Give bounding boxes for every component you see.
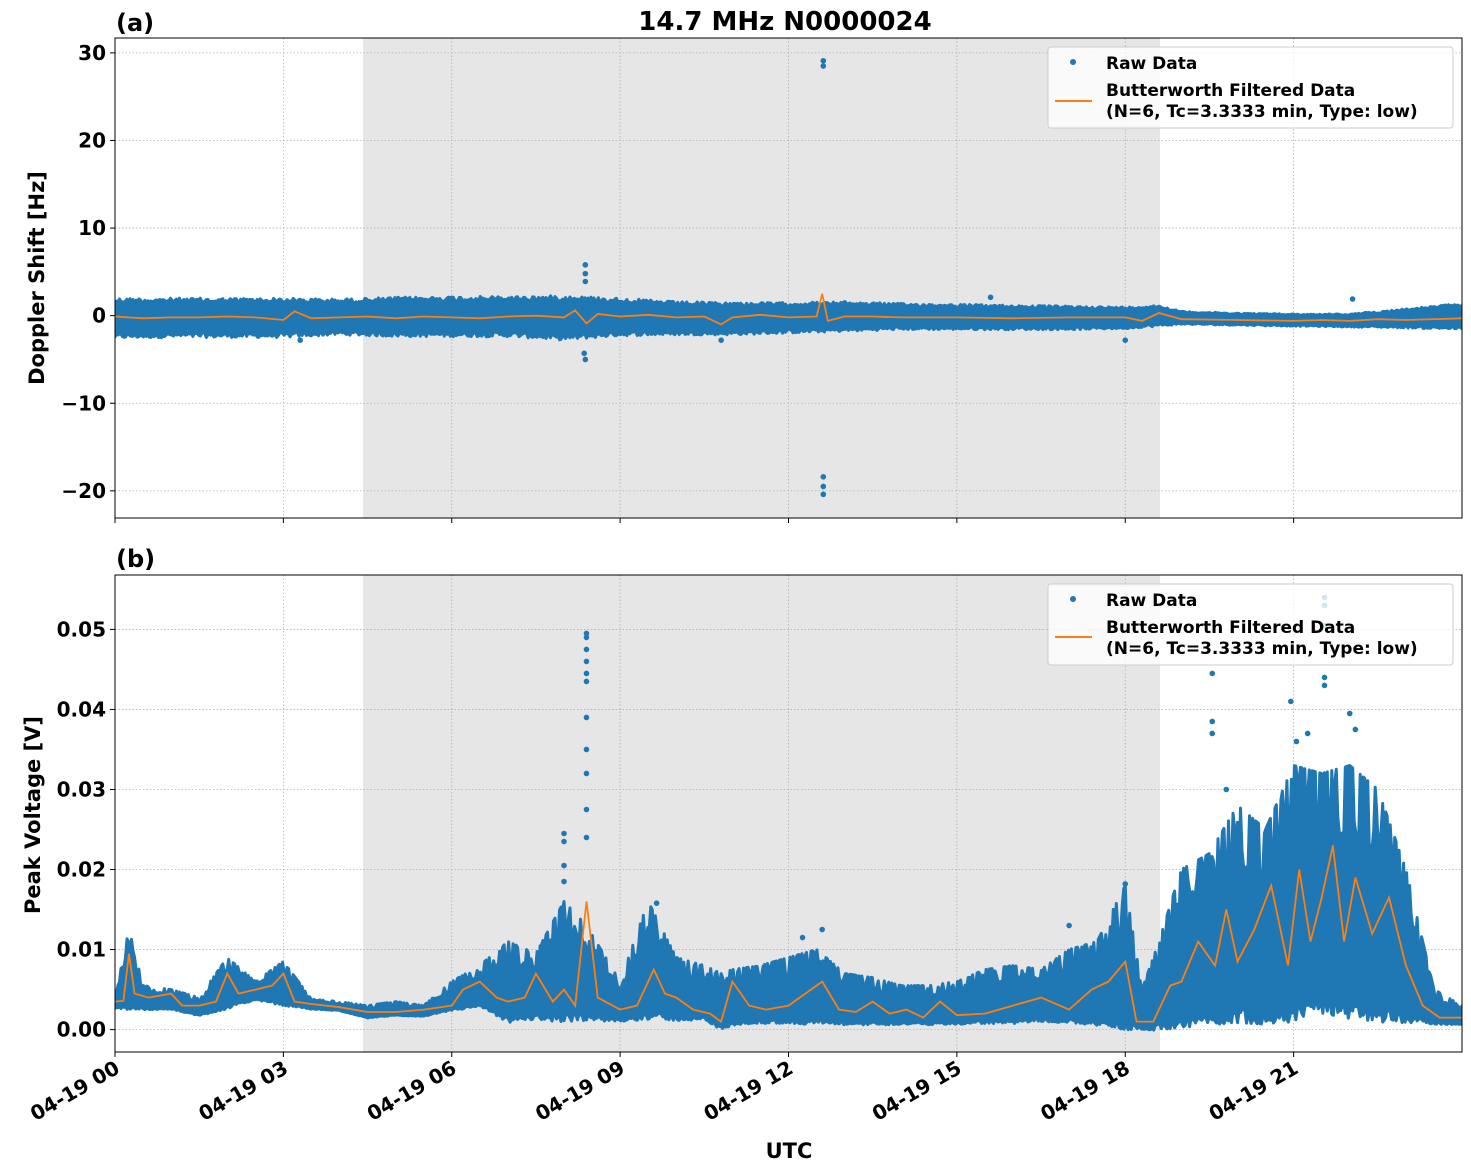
- y-tick-label: 0.05: [57, 617, 106, 641]
- raw-data-point: [561, 878, 567, 885]
- panel-a-legend-raw-marker: [1070, 59, 1076, 65]
- panel-a-legend-raw-label: Raw Data: [1106, 54, 1197, 74]
- panel-b-y-axis-label: Peak Voltage [V]: [21, 716, 45, 914]
- raw-data-point: [583, 678, 590, 685]
- raw-data-point: [1349, 296, 1356, 302]
- raw-data-point: [561, 862, 567, 869]
- y-tick-label: 10: [78, 216, 106, 240]
- y-tick-label: 20: [78, 128, 106, 152]
- raw-data-point: [1122, 881, 1129, 887]
- panel-a-label: (a): [116, 9, 154, 37]
- x-tick-label: 04-19 12: [699, 1056, 797, 1126]
- raw-data-point: [820, 483, 827, 490]
- raw-data-point: [583, 670, 590, 677]
- panel-b: 0.000.010.020.030.040.05 04-19 00 04-19 0…: [21, 545, 1463, 1163]
- x-tick-label: 04-19 00: [26, 1056, 124, 1126]
- panel-a-y-ticks: −20 −10 0 10 20 30: [61, 41, 115, 503]
- raw-data-point: [583, 770, 590, 777]
- raw-data-point: [583, 714, 590, 721]
- raw-data-point: [297, 337, 304, 343]
- panel-a-raw-data-points: [297, 57, 1356, 498]
- raw-data-point: [819, 926, 825, 933]
- x-axis-label: UTC: [766, 1139, 813, 1163]
- raw-data-point: [583, 834, 590, 841]
- raw-data-point: [561, 830, 567, 837]
- panel-a-filtered-line: [115, 293, 1462, 326]
- panel-b-legend-box: [1047, 583, 1454, 666]
- raw-data-point: [1066, 922, 1072, 929]
- raw-data-point: [653, 900, 660, 906]
- raw-data-point: [820, 474, 827, 480]
- raw-data-point: [1321, 682, 1328, 689]
- panel-b-legend-raw-marker: [1070, 596, 1076, 602]
- raw-data-point: [582, 356, 589, 363]
- raw-data-point: [583, 806, 590, 813]
- raw-data-point: [582, 270, 589, 277]
- raw-data-point: [1288, 698, 1294, 705]
- raw-data-point: [1358, 810, 1364, 817]
- panel-b-x-ticks: 04-19 00 04-19 03 04-19 06 04-19 09 04-19 12…: [26, 1052, 1302, 1126]
- y-tick-label: 0.02: [57, 858, 106, 882]
- raw-data-point: [583, 634, 590, 641]
- y-tick-label: 0.04: [57, 697, 106, 721]
- raw-data-point: [1304, 730, 1311, 737]
- x-tick-label: 04-19 06: [363, 1056, 461, 1126]
- raw-data-point: [1223, 786, 1230, 793]
- panel-a-legend-filtered-params: (N=6, Tc=3.3333 min, Type: low): [1106, 102, 1418, 122]
- y-tick-label: 0.03: [57, 777, 106, 801]
- x-tick-label: 04-19 18: [1036, 1056, 1134, 1126]
- panel-b-legend-filtered-params: (N=6, Tc=3.3333 min, Type: low): [1106, 639, 1418, 659]
- raw-data-point: [987, 294, 994, 301]
- panel-b-legend-raw-label: Raw Data: [1106, 591, 1197, 611]
- raw-data-point: [820, 63, 827, 69]
- y-tick-label: 0.00: [57, 1018, 106, 1042]
- raw-data-point: [718, 337, 724, 343]
- raw-data-point: [582, 278, 589, 285]
- x-tick-label: 04-19 03: [194, 1056, 292, 1126]
- raw-data-point: [583, 646, 590, 653]
- y-tick-label: 0.01: [57, 938, 106, 962]
- y-tick-label: 30: [78, 41, 106, 65]
- panel-a: −20 −10 0 10 20 30 (a) 14.7 MHz N0000024 Dopp…: [25, 7, 1463, 523]
- panel-a-legend: Raw Data Butterworth Filtered Data (N=6,…: [1047, 46, 1454, 129]
- raw-data-point: [1293, 738, 1300, 745]
- panel-b-legend-filtered-label: Butterworth Filtered Data: [1106, 618, 1355, 638]
- raw-data-point: [1321, 674, 1328, 681]
- x-tick-label: 04-19 09: [531, 1056, 629, 1126]
- figure-title: 14.7 MHz N0000024: [638, 7, 931, 37]
- panel-a-legend-filtered-label: Butterworth Filtered Data: [1106, 81, 1355, 101]
- panel-b-label: (b): [116, 545, 155, 573]
- raw-data-point: [583, 746, 590, 753]
- raw-data-point: [1209, 670, 1216, 677]
- raw-data-point: [583, 658, 590, 665]
- raw-data-point: [820, 57, 827, 64]
- panel-a-grid: [115, 38, 1462, 518]
- panel-a-legend-box: [1047, 46, 1454, 129]
- panel-b-y-ticks: 0.00 0.01 0.02 0.03 0.04 0.05: [57, 617, 115, 1042]
- y-tick-label: −10: [61, 391, 106, 415]
- raw-data-point: [1209, 730, 1216, 737]
- raw-data-point: [581, 350, 588, 357]
- y-tick-label: −20: [61, 479, 106, 503]
- raw-data-point: [582, 262, 589, 268]
- panel-b-legend: Raw Data Butterworth Filtered Data (N=6,…: [1047, 583, 1454, 666]
- raw-data-point: [799, 934, 806, 941]
- x-tick-label: 04-19 21: [1205, 1056, 1303, 1126]
- x-tick-label: 04-19 15: [868, 1056, 966, 1126]
- raw-data-point: [561, 838, 567, 845]
- raw-data-point: [1209, 718, 1216, 725]
- y-tick-label: 0: [92, 304, 106, 328]
- panel-a-y-axis-label: Doppler Shift [Hz]: [25, 171, 49, 385]
- raw-data-point: [1352, 726, 1359, 733]
- panel-a-night-shading: [363, 38, 1161, 518]
- panel-b-filtered-line: [115, 845, 1462, 1024]
- raw-data-point: [1122, 337, 1129, 343]
- raw-data-point: [820, 491, 827, 498]
- raw-data-point: [583, 630, 590, 637]
- panel-b-grid: [115, 575, 1462, 1052]
- raw-data-point: [1346, 710, 1353, 717]
- panel-a-x-ticks: [114, 518, 1295, 523]
